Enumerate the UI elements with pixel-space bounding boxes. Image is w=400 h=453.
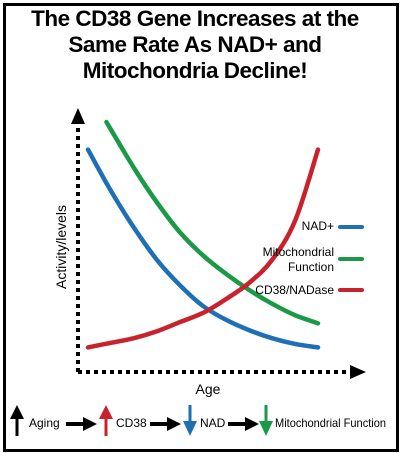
flow-arrow-1-icon [83,417,97,431]
legend-label-nad: NAD+ [302,219,334,233]
flow-row: Aging CD38 NAD Mitochondrial Function [10,405,386,436]
mito-down-arrow-icon [259,421,273,436]
cd38-up-arrow-icon [99,405,113,419]
flow-aging-label: Aging [29,416,60,430]
series-line-cd38-nadase [85,147,321,350]
flow-arrow-3-icon [245,417,259,431]
legend-label-mito-2: Function [288,260,334,274]
y-axis-label: Activity/levels [53,205,69,289]
legend-label-cd38: CD38/NADase [255,283,334,297]
aging-up-arrow-icon [10,405,24,419]
series-line-mitochondrial-function [104,119,321,326]
chart-title: The CD38 Gene Increases at the Same Rate… [0,6,390,84]
x-axis-arrow [350,365,366,379]
nad-down-arrow-icon [183,421,197,436]
y-axis-arrow [71,108,85,124]
series-line-nad [85,147,321,350]
legend-label-mito-1: Mitochondrial [263,245,334,259]
flow-nad-label: NAD [200,416,226,430]
series-group [85,119,321,350]
title-line-3: Mitochondria Decline! [82,58,308,83]
title-line-1: The CD38 Gene Increases at the [31,6,359,31]
flow-cd38-label: CD38 [116,416,147,430]
title-line-2: Same Rate As NAD+ and [68,32,322,57]
figure-frame [3,3,399,452]
x-axis-label: Age [196,381,221,397]
flow-arrow-2-icon [167,417,181,431]
flow-mito-label: Mitochondrial Function [275,416,386,430]
